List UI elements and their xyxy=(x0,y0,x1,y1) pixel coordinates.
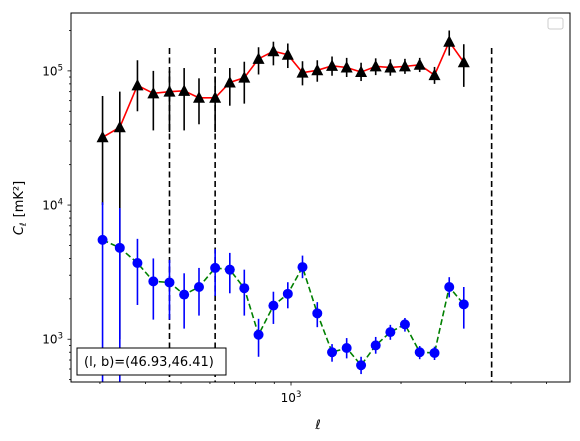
data-point-triangle xyxy=(209,91,222,103)
data-point-triangle xyxy=(355,65,368,78)
data-point-triangle xyxy=(267,44,280,57)
data-point-circle xyxy=(327,347,338,358)
data-point-triangle xyxy=(113,120,126,133)
data-point-triangle xyxy=(340,60,353,73)
data-point-circle xyxy=(399,319,410,330)
data-point-circle xyxy=(414,347,425,358)
data-point-circle xyxy=(297,262,308,273)
y-axis-label: Cℓ [mK²] xyxy=(12,181,29,235)
data-point-triangle xyxy=(192,91,205,103)
y-tick-label: 103 xyxy=(42,332,63,347)
data-point-circle xyxy=(179,289,190,300)
data-point-circle xyxy=(164,277,175,288)
y-axis-label-main: C xyxy=(12,225,27,235)
x-tick-label: 103 xyxy=(281,390,302,405)
legend-box xyxy=(547,17,564,30)
data-point-triangle xyxy=(398,59,411,72)
data-point-triangle xyxy=(238,71,251,83)
axes-frame xyxy=(70,12,571,383)
data-point-circle xyxy=(385,327,396,338)
data-point-triangle xyxy=(131,78,144,91)
data-point-triangle xyxy=(96,130,109,143)
data-point-circle xyxy=(114,242,125,253)
data-point-circle xyxy=(444,282,455,293)
data-point-circle xyxy=(97,234,108,245)
data-point-triangle xyxy=(163,85,176,97)
data-point-circle xyxy=(224,264,235,275)
svg-text:Cℓ[mK²]: Cℓ [mK²] xyxy=(12,181,29,235)
data-point-circle xyxy=(210,262,221,273)
data-point-circle xyxy=(429,347,440,358)
axes: 103 104 105 103 xyxy=(42,12,571,405)
data-point-circle xyxy=(239,283,250,294)
y-tick-label: 104 xyxy=(42,198,63,213)
data-point-circle xyxy=(341,343,352,354)
x-axis-label: ℓ xyxy=(314,418,320,433)
data-point-circle xyxy=(148,276,159,287)
data-point-triangle xyxy=(178,84,191,96)
y-axis-label-unit: [mK²] xyxy=(12,181,27,218)
data-point-triangle xyxy=(311,63,324,76)
data-point-triangle xyxy=(281,48,294,60)
data-point-triangle xyxy=(252,52,265,64)
y-tick-label: 105 xyxy=(42,63,63,78)
data-point-triangle xyxy=(369,59,382,72)
plot-area xyxy=(96,30,493,382)
data-point-circle xyxy=(253,329,264,340)
data-point-circle xyxy=(356,360,367,371)
data-point-circle xyxy=(370,340,381,351)
data-point-triangle xyxy=(296,66,309,78)
data-point-circle xyxy=(312,308,323,319)
data-point-triangle xyxy=(384,60,397,73)
data-point-triangle xyxy=(326,59,339,71)
annotation-box xyxy=(76,347,227,376)
data-point-circle xyxy=(282,288,293,299)
data-point-circle xyxy=(132,257,143,268)
data-point-triangle xyxy=(147,86,160,99)
y-axis-label-sub: ℓ xyxy=(19,222,29,227)
data-point-triangle xyxy=(223,75,236,88)
annotation-text: (l, b)=(46.93,46.41) xyxy=(84,355,214,370)
data-point-circle xyxy=(193,282,204,293)
data-point-triangle xyxy=(413,58,426,70)
data-point-triangle xyxy=(428,68,441,81)
data-point-triangle xyxy=(443,35,456,47)
data-point-triangle xyxy=(457,55,470,68)
data-point-circle xyxy=(268,300,279,311)
data-point-circle xyxy=(458,299,469,310)
